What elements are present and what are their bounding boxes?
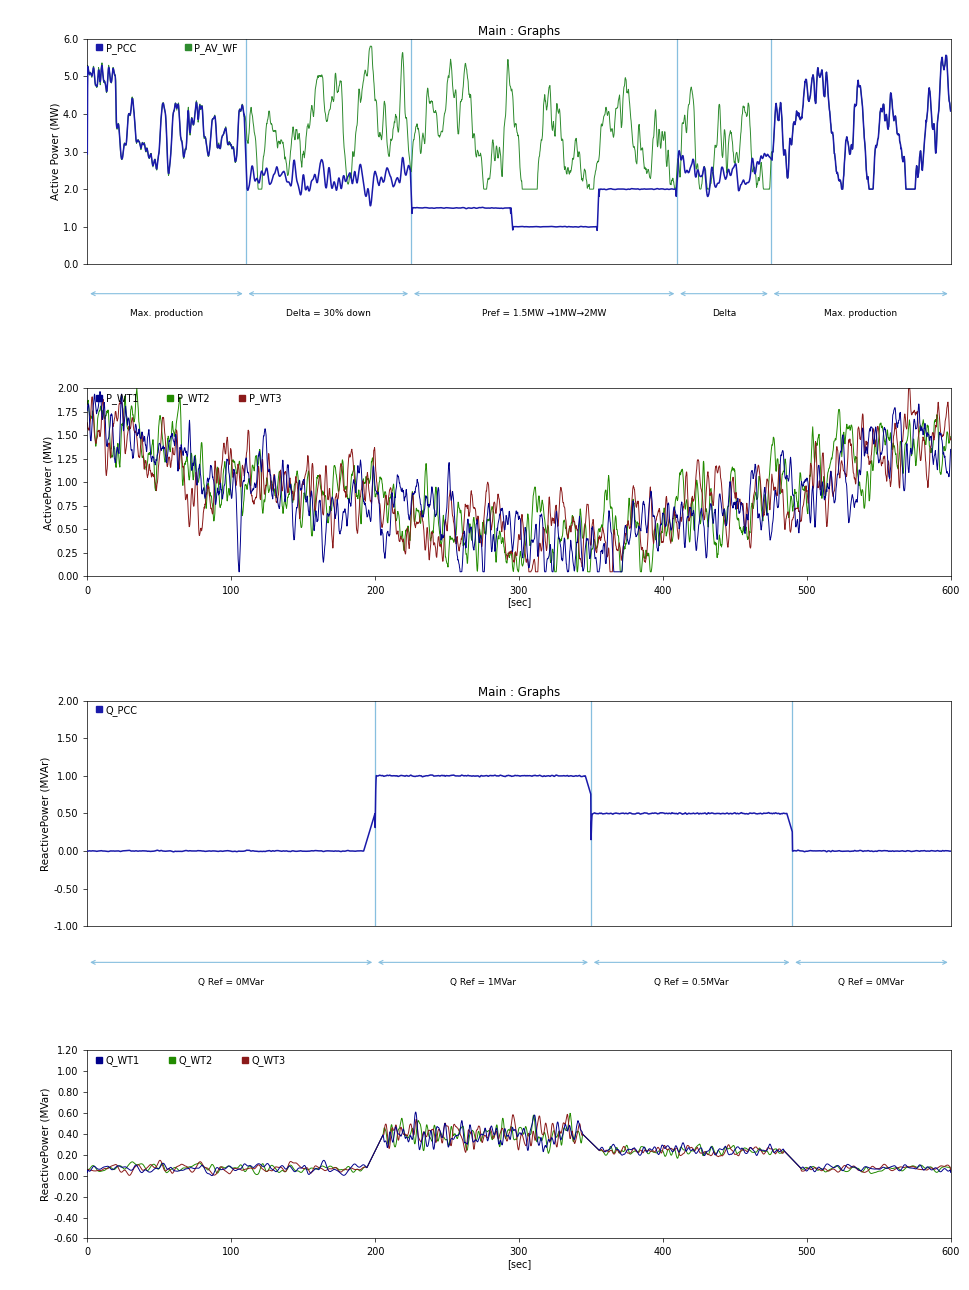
Y-axis label: ActivePower (MW): ActivePower (MW) — [44, 435, 54, 530]
Title: Main : Graphs: Main : Graphs — [478, 25, 559, 37]
Text: Delta = 30% down: Delta = 30% down — [286, 310, 370, 319]
Text: Q Ref = 0.5MVar: Q Ref = 0.5MVar — [654, 978, 728, 987]
Y-axis label: ReactivePower (MVar): ReactivePower (MVar) — [41, 1087, 50, 1201]
Text: Delta: Delta — [711, 310, 735, 319]
Legend: P_PCC, P_AV_WF: P_PCC, P_AV_WF — [92, 39, 241, 58]
Text: Q Ref = 0MVar: Q Ref = 0MVar — [837, 978, 903, 987]
Legend: P_WT1, P_WT2, P_WT3: P_WT1, P_WT2, P_WT3 — [92, 390, 285, 408]
Text: Q Ref = 0MVar: Q Ref = 0MVar — [198, 978, 264, 987]
Text: Max. production: Max. production — [824, 310, 896, 319]
X-axis label: [sec]: [sec] — [506, 1259, 531, 1269]
Text: Pref = 1.5MW →1MW→2MW: Pref = 1.5MW →1MW→2MW — [482, 310, 606, 319]
Title: Main : Graphs: Main : Graphs — [478, 686, 559, 699]
Text: Max. production: Max. production — [130, 310, 203, 319]
X-axis label: [sec]: [sec] — [506, 597, 531, 606]
Text: Q Ref = 1MVar: Q Ref = 1MVar — [450, 978, 516, 987]
Y-axis label: ReactivePower (MVAr): ReactivePower (MVAr) — [41, 756, 50, 871]
Legend: Q_WT1, Q_WT2, Q_WT3: Q_WT1, Q_WT2, Q_WT3 — [92, 1051, 290, 1071]
Y-axis label: Active Power (MW): Active Power (MW) — [50, 103, 60, 200]
Legend: Q_PCC: Q_PCC — [92, 700, 141, 720]
